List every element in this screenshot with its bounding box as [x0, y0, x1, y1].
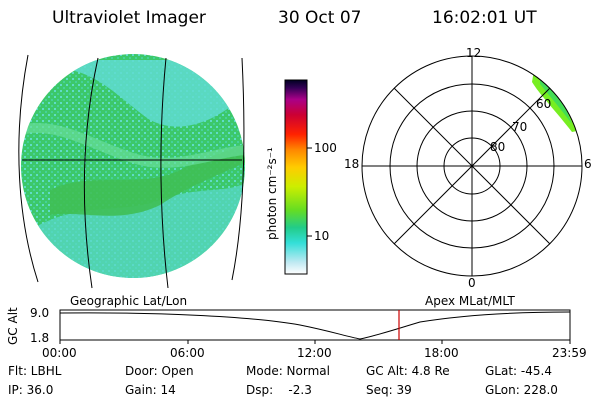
- time-tick-0600: 06:00: [170, 346, 205, 360]
- polar-grid: [361, 55, 583, 277]
- lat-label-60: 60: [536, 97, 552, 111]
- colorbar: [284, 79, 312, 275]
- altitude-plot: [59, 309, 571, 344]
- gain-info: Gain: 14: [125, 383, 176, 397]
- seq-info: Seq: 39: [366, 383, 412, 397]
- altitude-tick-1-8: 1.8: [30, 331, 50, 345]
- lat-label-80: 80: [490, 140, 506, 154]
- door-info: Door: Open: [125, 364, 194, 378]
- glat-info: GLat: -45.4: [485, 364, 552, 378]
- colorbar-tick-100: 100: [314, 141, 337, 155]
- date-label: 30 Oct 07: [278, 8, 362, 28]
- mlt-label-12: 12: [466, 46, 482, 60]
- time-tick-1800: 18:00: [424, 346, 459, 360]
- geographic-frame-label: Geographic Lat/Lon: [70, 294, 188, 308]
- mode-info: Mode: Normal: [246, 364, 330, 378]
- ip-info: IP: 36.0: [8, 383, 54, 397]
- altitude-tick-9: 9.0: [30, 306, 50, 320]
- glon-info: GLon: 228.0: [485, 383, 558, 397]
- time-tick-1200: 12:00: [297, 346, 332, 360]
- gc-alt-info: GC Alt: 4.8 Re: [366, 364, 450, 378]
- mlt-label-0: 0: [468, 276, 476, 290]
- mlt-label-6: 6: [584, 157, 592, 171]
- time-tick-0000: 00:00: [42, 346, 77, 360]
- altitude-axis-title: GC Alt: [6, 307, 20, 345]
- mlt-label-18: 18: [344, 157, 360, 171]
- lat-label-70: 70: [512, 120, 528, 134]
- dsp-info: Dsp: -2.3: [246, 383, 312, 397]
- apex-frame-label: Apex MLat/MLT: [425, 294, 515, 308]
- colorbar-unit-label: photon cm⁻²s⁻¹: [265, 147, 279, 240]
- instrument-title: Ultraviolet Imager: [52, 8, 206, 28]
- uv-image-disk: [18, 54, 245, 289]
- filter-info: Flt: LBHL: [8, 364, 62, 378]
- time-tick-2359: 23:59: [552, 346, 587, 360]
- time-label: 16:02:01 UT: [432, 8, 537, 28]
- colorbar-tick-10: 10: [314, 229, 330, 243]
